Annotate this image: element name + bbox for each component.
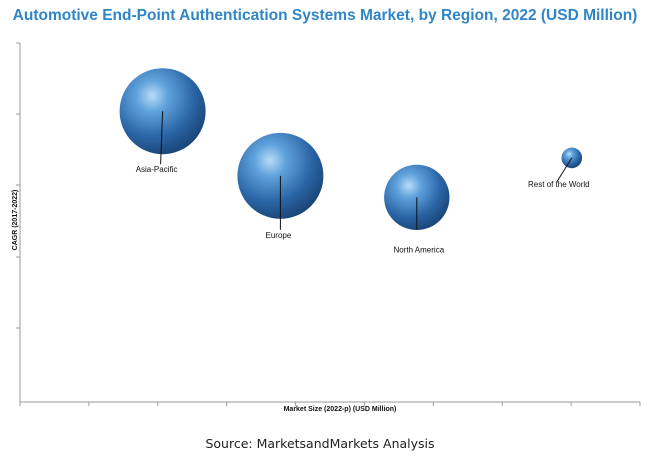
axes xyxy=(16,42,641,406)
bubble-europe: Europe xyxy=(237,132,324,240)
source-note: Source: MarketsandMarkets Analysis xyxy=(205,436,434,451)
bubbles: Asia-Pacific Europe North America Rest of t… xyxy=(119,68,590,254)
bubble-north-america: North America xyxy=(384,164,450,254)
bubble-mark xyxy=(119,68,206,155)
y-axis-label: CAGR (2017-2022) xyxy=(12,190,19,251)
x-axis-label: Market Size (2022-p) (USD Million) xyxy=(284,406,397,413)
bubble-label: Asia-Pacific xyxy=(136,165,178,174)
y-ticks xyxy=(16,42,20,329)
bubble-rest-of-the-world: Rest of the World xyxy=(528,147,590,189)
bubble-asia-pacific: Asia-Pacific xyxy=(119,68,206,174)
bubble-label: North America xyxy=(393,245,444,254)
bubble-leader-line xyxy=(160,111,164,165)
bubble-leader-line xyxy=(556,157,573,183)
bubble-label: Rest of the World xyxy=(528,180,590,189)
x-ticks xyxy=(19,402,641,406)
chart-title: Automotive End-Point Authentication Syst… xyxy=(13,7,638,24)
bubble-label: Europe xyxy=(266,231,292,240)
